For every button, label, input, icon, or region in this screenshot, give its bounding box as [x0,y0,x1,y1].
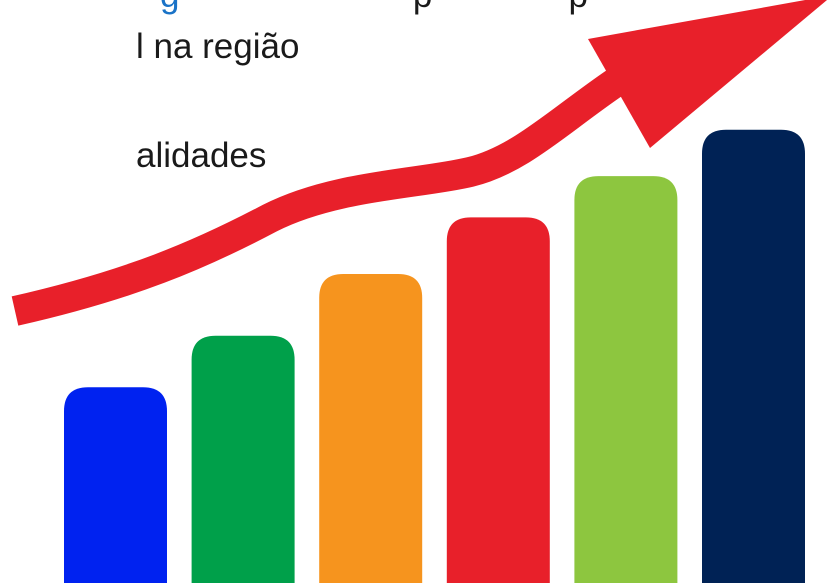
rising-arrow-icon [11,0,828,326]
highlight-letter: g [160,0,179,15]
growth-bar-2 [191,335,295,583]
slide-text-line-top: g p p [160,0,588,16]
text-letter: p [413,0,432,15]
slide-text-line: l na região [136,27,300,66]
growth-bar-4 [446,217,550,583]
arrow-head [588,0,828,148]
slide-text-line: alidades [136,136,267,175]
growth-bar-1 [64,387,167,583]
growth-bar-5 [574,176,678,583]
text-letter: p [568,0,587,15]
arrow-body [11,69,625,326]
growth-bars [64,129,805,583]
growth-bar-3 [319,274,423,583]
growth-bar-6 [702,129,805,583]
